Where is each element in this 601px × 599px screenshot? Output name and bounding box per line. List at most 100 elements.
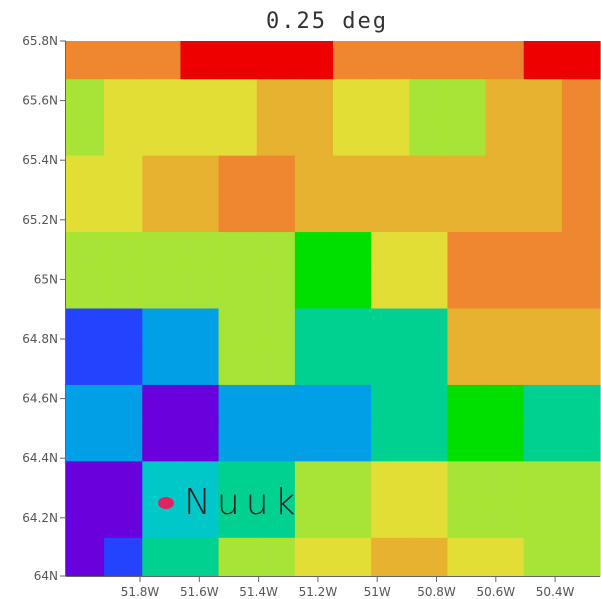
- grid-cell: [523, 308, 563, 348]
- grid-cell: [104, 499, 143, 539]
- y-tick-label: 64.4N: [22, 451, 58, 465]
- grid-cell: [142, 346, 182, 386]
- grid-cell: [409, 461, 449, 501]
- grid-cell: [447, 461, 487, 501]
- grid-cell: [256, 193, 296, 233]
- grid-cell: [104, 384, 143, 424]
- grid-cell: [333, 193, 372, 233]
- map-title: 0.25 deg: [266, 9, 388, 34]
- grid-cell: [180, 461, 220, 501]
- grid-cell: [333, 79, 372, 119]
- grid-cell: [447, 155, 487, 195]
- x-tick-label: 51W: [364, 585, 391, 599]
- grid-cell: [485, 499, 525, 539]
- grid-cell: [104, 79, 143, 119]
- grid-cell: [66, 232, 105, 271]
- grid-cell: [180, 270, 220, 310]
- grid-cell: [180, 537, 220, 577]
- grid-cell: [523, 79, 563, 119]
- grid-cell: [561, 155, 601, 195]
- grid-cell: [104, 232, 143, 271]
- grid-cell: [256, 537, 296, 577]
- grid-cell: [523, 270, 563, 310]
- grid-cell: [561, 346, 601, 386]
- grid-cell: [409, 232, 449, 271]
- grid-cell: [333, 41, 372, 80]
- grid-cell: [485, 155, 525, 195]
- grid-cell: [142, 384, 182, 424]
- grid-cell: [371, 155, 410, 195]
- grid-cell: [523, 155, 563, 195]
- x-tick-label: 51.2W: [299, 585, 338, 599]
- grid-cell: [256, 423, 296, 462]
- grid-cell: [523, 232, 563, 271]
- grid-cell: [371, 461, 410, 501]
- grid-cell: [294, 155, 334, 195]
- grid-cell: [218, 41, 258, 80]
- grid-cell: [218, 155, 258, 195]
- grid-cell: [333, 461, 372, 501]
- grid-cell: [218, 346, 258, 386]
- grid-cell: [294, 423, 334, 462]
- grid-cell: [561, 193, 601, 233]
- grid-cell: [371, 346, 410, 386]
- grid-cell: [218, 232, 258, 271]
- grid-cell: [256, 499, 296, 539]
- grid-cell: [294, 346, 334, 386]
- grid-cell: [66, 384, 105, 424]
- grid-cell: [561, 308, 601, 348]
- grid-cell: [561, 384, 601, 424]
- x-tick-label: 50.4W: [536, 585, 575, 599]
- grid-cell: [371, 270, 410, 310]
- grid-cell: [561, 461, 601, 501]
- y-ticks: 65.8N 65.6N 65.4N 65.2N 65N 64.8N 64.6N 64.4N 64…: [22, 34, 58, 583]
- x-tick-label: 51.4W: [239, 585, 278, 599]
- grid-cell: [485, 41, 525, 80]
- grid-cell: [333, 308, 372, 348]
- grid-cell: [409, 79, 449, 119]
- grid-cell: [523, 423, 563, 462]
- grid-cell: [371, 308, 410, 348]
- y-tick-label: 64.6N: [22, 392, 58, 406]
- grid-cell: [333, 155, 372, 195]
- grid-cell: [561, 499, 601, 539]
- grid-cell: [180, 79, 220, 119]
- grid-cell: [409, 499, 449, 539]
- grid-cell: [218, 193, 258, 233]
- grid-cell: [66, 346, 105, 386]
- grid-cell: [256, 308, 296, 348]
- grid-cell: [409, 346, 449, 386]
- x-tick-label: 51.8W: [121, 585, 160, 599]
- grid-cell: [294, 308, 334, 348]
- grid-cell: [561, 79, 601, 119]
- grid-cell: [142, 270, 182, 310]
- y-tick-label: 65.4N: [22, 153, 58, 167]
- grid-cell: [447, 193, 487, 233]
- y-tick-label: 64.2N: [22, 511, 58, 525]
- grid-cell: [561, 270, 601, 310]
- grid-cell: [409, 308, 449, 348]
- grid-cell: [218, 270, 258, 310]
- grid-cell: [180, 155, 220, 195]
- grid-cell: [371, 232, 410, 271]
- y-tick-label: 64.8N: [22, 332, 58, 346]
- grid-cell: [256, 41, 296, 80]
- grid-cell: [66, 537, 105, 577]
- nuuk-marker: [158, 497, 174, 509]
- grid-cell: [371, 423, 410, 462]
- grid-cell: [561, 232, 601, 271]
- grid-cell: [333, 232, 372, 271]
- grid-cell: [447, 117, 487, 157]
- grid-cell: [294, 499, 334, 539]
- grid-cell: [409, 537, 449, 577]
- grid-cell: [371, 117, 410, 157]
- grid-cell: [66, 155, 105, 195]
- grid-cell: [256, 270, 296, 310]
- grid-cell: [104, 461, 143, 501]
- grid-cell: [104, 41, 143, 80]
- grid-cell: [333, 499, 372, 539]
- grid-cell: [371, 499, 410, 539]
- grid-cell: [447, 308, 487, 348]
- grid-cell: [180, 193, 220, 233]
- grid-cell: [142, 117, 182, 157]
